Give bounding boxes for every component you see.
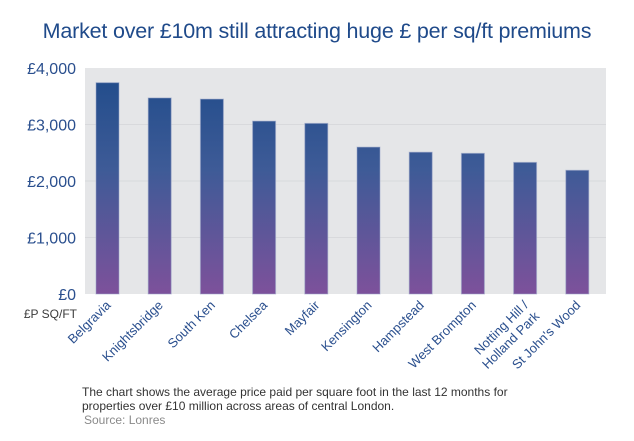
- x-tick-label: Belgravia: [65, 297, 114, 346]
- x-tick-label: Kensington: [318, 298, 375, 355]
- bars: [95, 82, 590, 295]
- x-tick-label: Chelsea: [226, 297, 271, 342]
- bar: [95, 82, 120, 295]
- bar: [460, 152, 485, 295]
- y-tick-label: £2,000: [27, 174, 76, 191]
- chart-title: Market over £10m still attracting huge £…: [42, 19, 592, 43]
- bar: [252, 120, 277, 295]
- bar: [565, 169, 590, 295]
- x-tick-label: Mayfair: [282, 297, 323, 338]
- bar: [199, 98, 224, 295]
- bar: [513, 161, 538, 295]
- y-tick-label: £0: [58, 287, 76, 304]
- bar: [356, 146, 381, 295]
- source-note: Source: Lonres: [84, 413, 166, 427]
- y-axis-ticks: £0 £1,000 £2,000 £3,000 £4,000: [27, 61, 76, 304]
- y-tick-label: £4,000: [27, 61, 76, 78]
- y-tick-label: £1,000: [27, 231, 76, 248]
- y-tick-label: £3,000: [27, 118, 76, 135]
- bar: [304, 122, 329, 295]
- chart-caption: The chart shows the average price paid p…: [82, 385, 508, 413]
- bar: [408, 151, 433, 295]
- y-axis-unit-label: £P SQ/FT: [24, 307, 78, 321]
- bar: [147, 97, 172, 295]
- x-tick-label: South Ken: [164, 298, 218, 352]
